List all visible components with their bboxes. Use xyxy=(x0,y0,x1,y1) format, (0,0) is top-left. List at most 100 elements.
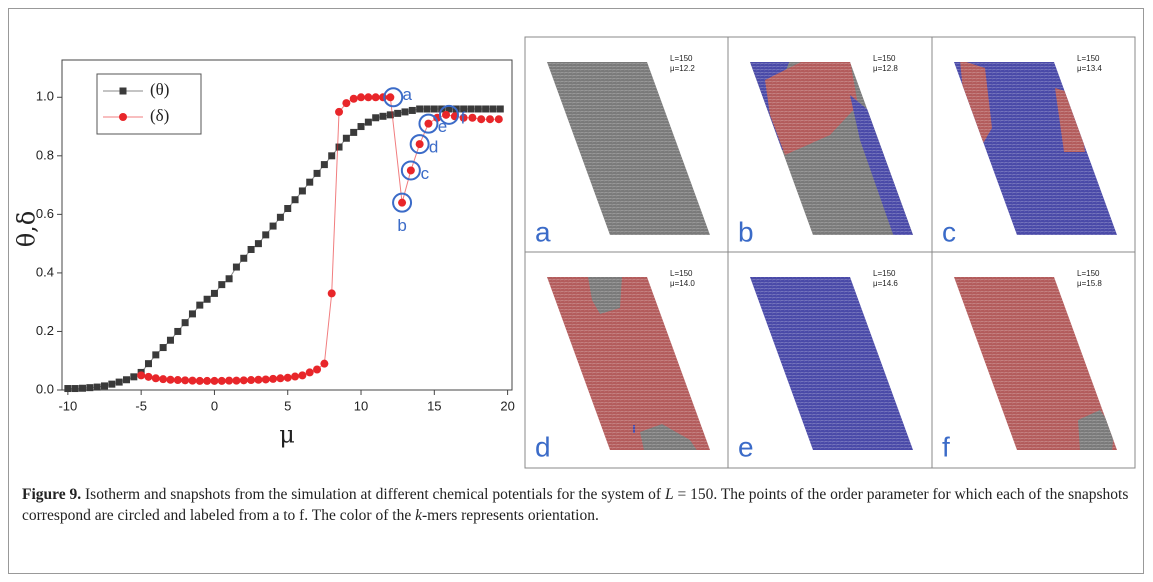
data-point xyxy=(459,113,468,122)
legend-label: (θ) xyxy=(150,80,169,99)
data-point xyxy=(364,118,372,126)
data-point xyxy=(371,93,380,102)
data-point xyxy=(415,140,424,149)
data-point xyxy=(203,376,212,385)
snapshot-b xyxy=(750,62,913,235)
x-tick-label: 20 xyxy=(500,398,514,413)
panel-size: L=150 xyxy=(1077,54,1100,63)
data-point xyxy=(398,198,407,207)
x-tick-label: 15 xyxy=(427,398,441,413)
data-point xyxy=(210,289,218,297)
snapshot-e xyxy=(750,277,913,450)
data-point xyxy=(408,106,416,114)
data-point xyxy=(144,360,152,368)
annotation-label: a xyxy=(403,85,413,104)
data-point xyxy=(474,105,482,113)
y-tick-label: 1.0 xyxy=(36,89,54,104)
data-point xyxy=(477,115,486,124)
series-line xyxy=(141,96,499,382)
data-point xyxy=(239,376,248,385)
data-point xyxy=(364,93,373,102)
panel-letter: c xyxy=(942,216,956,247)
data-point xyxy=(195,376,204,385)
data-point xyxy=(442,110,451,119)
legend-label: (δ) xyxy=(150,106,169,125)
data-point xyxy=(262,231,270,239)
caption-text: Isotherm and snapshots from the simulati… xyxy=(85,486,665,503)
data-point xyxy=(494,115,503,124)
data-point xyxy=(379,93,388,102)
x-tick-label: -10 xyxy=(58,398,77,413)
data-point xyxy=(335,143,343,151)
caption-text: -mers represents orientation. xyxy=(421,507,599,524)
panel-size: L=150 xyxy=(873,269,896,278)
data-point xyxy=(122,376,130,384)
data-point xyxy=(328,152,336,160)
data-point xyxy=(130,373,138,381)
data-point xyxy=(181,376,190,385)
data-point xyxy=(174,327,182,335)
data-point xyxy=(313,169,321,177)
data-point xyxy=(276,374,285,383)
panel-mu: μ=12.2 xyxy=(670,64,695,73)
data-point xyxy=(225,275,233,283)
panel-letter: e xyxy=(738,431,754,462)
data-point xyxy=(460,105,468,113)
data-point xyxy=(305,368,314,377)
data-point xyxy=(232,263,240,271)
y-tick-label: 0.8 xyxy=(36,147,54,162)
caption: Figure 9. Isotherm and snapshots from th… xyxy=(22,484,1132,526)
data-point xyxy=(101,382,109,390)
annotation-circle xyxy=(409,134,430,155)
data-point xyxy=(379,112,387,120)
plot-frame xyxy=(61,59,513,391)
data-point xyxy=(269,374,278,383)
data-point xyxy=(372,114,380,122)
data-point xyxy=(298,371,307,380)
snapshot-f xyxy=(954,277,1117,450)
caption-text: = 150. The points of the order parameter… xyxy=(22,486,1129,524)
data-point xyxy=(254,375,263,384)
annotation-circle xyxy=(418,113,439,134)
data-point xyxy=(166,375,175,384)
data-point xyxy=(496,105,504,113)
data-point xyxy=(64,385,72,393)
legend-box xyxy=(96,73,202,135)
legend-marker xyxy=(119,113,127,121)
data-point xyxy=(108,380,116,388)
data-point xyxy=(423,105,431,113)
panel-letter: f xyxy=(942,431,950,462)
x-tick-label: 0 xyxy=(211,398,218,413)
data-point xyxy=(386,111,394,119)
y-tick-label: 0.6 xyxy=(36,206,54,221)
panel-mu: μ=13.4 xyxy=(1077,64,1102,73)
data-point xyxy=(357,93,366,102)
data-point xyxy=(482,105,490,113)
data-point xyxy=(159,375,168,384)
data-point xyxy=(137,371,146,380)
annotation-circle xyxy=(438,104,459,125)
data-point xyxy=(342,99,351,108)
annotation-label: c xyxy=(421,164,430,183)
data-point xyxy=(430,105,438,113)
snapshot-grid xyxy=(524,36,1136,469)
snapshot-c xyxy=(954,62,1117,235)
annotation-label: e xyxy=(438,117,447,136)
data-point xyxy=(71,385,79,393)
data-point xyxy=(210,376,219,385)
data-point xyxy=(217,376,226,385)
data-point xyxy=(276,213,284,221)
data-point xyxy=(173,376,182,385)
annotation-label: b xyxy=(397,216,406,235)
data-point xyxy=(218,281,226,289)
data-point xyxy=(416,105,424,113)
data-point xyxy=(394,109,402,117)
data-point xyxy=(306,178,314,186)
data-point xyxy=(406,166,415,175)
data-point xyxy=(151,374,160,383)
data-point xyxy=(467,105,475,113)
panel-letter: d xyxy=(535,431,551,462)
data-point xyxy=(232,376,241,385)
y-tick-label: 0.0 xyxy=(36,381,54,396)
x-axis-label: μ xyxy=(279,421,295,449)
